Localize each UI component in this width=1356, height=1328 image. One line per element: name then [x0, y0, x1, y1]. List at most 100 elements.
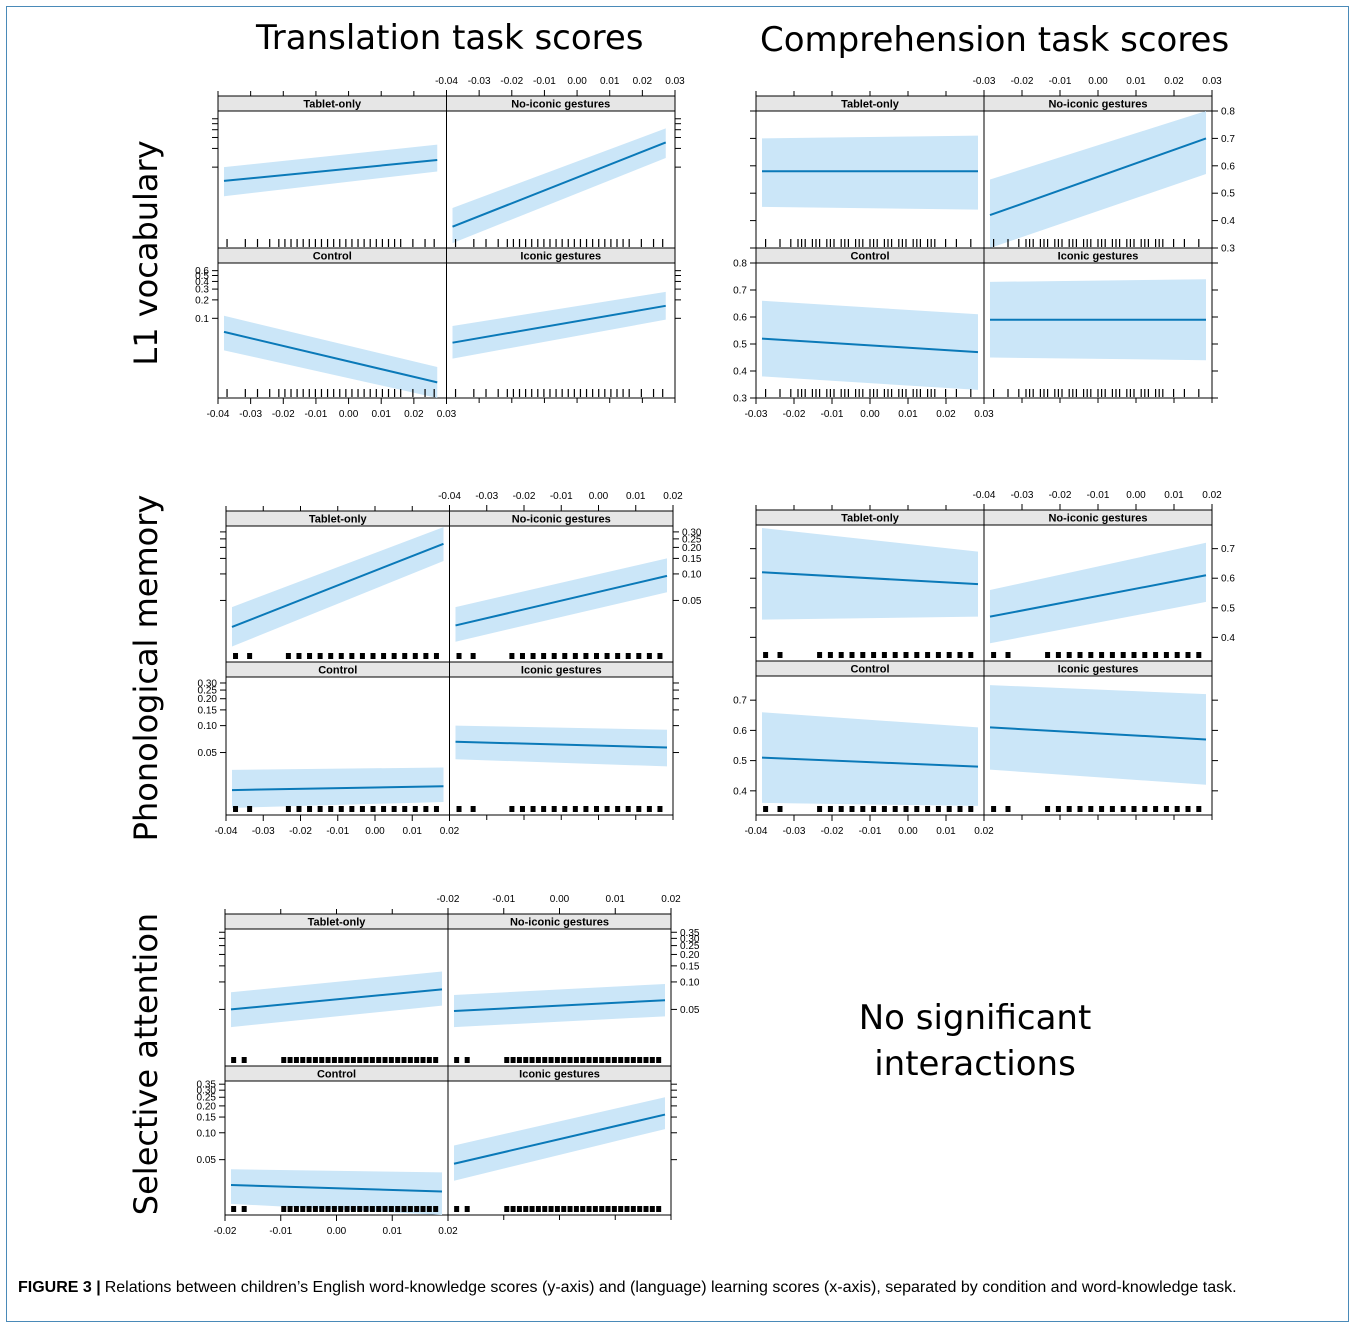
- x-tick-label: 0.01: [936, 826, 956, 837]
- x-tick-label-top: -0.01: [492, 894, 515, 905]
- fit-line: [761, 571, 979, 586]
- strip-label: Iconic gestures: [520, 251, 601, 263]
- y-tick-label-right: 0.7: [1221, 544, 1235, 555]
- x-tick-label-top: 0.01: [1126, 76, 1146, 87]
- x-tick-label-top: 0.00: [550, 894, 570, 905]
- strip-label: Tablet-only: [841, 513, 900, 525]
- y-tick-label: 0.4: [733, 786, 747, 797]
- y-tick-label-right: 0.15: [680, 961, 700, 972]
- panel-control: Control: [217, 247, 447, 399]
- no-significant-interactions-note: No significant interactions: [845, 995, 1105, 1087]
- x-tick-label: 0.02: [404, 409, 424, 420]
- strip-label: No-iconic gestures: [510, 917, 609, 929]
- x-tick-label-top: 0.00: [1126, 490, 1146, 501]
- x-tick-label-top: -0.03: [468, 76, 491, 87]
- x-tick-label: 0.02: [974, 826, 994, 837]
- x-tick-label: -0.04: [207, 409, 230, 420]
- strip-label: No-iconic gestures: [512, 514, 611, 526]
- x-tick-label-top: -0.02: [1049, 490, 1072, 501]
- confidence-band: [455, 725, 667, 767]
- y-tick-label: 0.1: [195, 314, 209, 325]
- y-tick-label: 0.35: [197, 1080, 217, 1091]
- strip-label: Tablet-only: [309, 514, 368, 526]
- panel-control: Control: [224, 1065, 449, 1216]
- x-tick-label: -0.03: [783, 826, 806, 837]
- panel-tablet-only: Tablet-only: [224, 913, 449, 1067]
- strip-label: Iconic gestures: [521, 665, 602, 677]
- y-tick-label-right: 0.7: [1221, 134, 1235, 145]
- fit-line: [231, 785, 444, 792]
- x-tick-label-top: 0.01: [600, 76, 620, 87]
- x-tick-label: -0.03: [745, 409, 768, 420]
- x-tick-label: 0.00: [898, 826, 918, 837]
- fit-line: [453, 1113, 666, 1165]
- confidence-band: [762, 527, 978, 620]
- x-tick-label-top: -0.02: [437, 894, 460, 905]
- y-tick-label: 0.7: [733, 696, 747, 707]
- x-tick-label: 0.01: [898, 409, 918, 420]
- x-tick-label: 0.00: [860, 409, 880, 420]
- y-tick-label: 0.15: [197, 1113, 217, 1124]
- panel-iconic-gestures: Iconic gestures: [983, 660, 1213, 816]
- chart-4: Tablet-only No-iconic gestures Control Icon…: [197, 894, 700, 1237]
- x-tick-label: -0.03: [239, 409, 262, 420]
- y-tick-label-right: 0.15: [682, 554, 702, 565]
- confidence-band: [232, 527, 444, 647]
- strip-label: Iconic gestures: [1058, 251, 1139, 263]
- x-tick-label-top: 0.03: [1202, 76, 1222, 87]
- x-tick-label-top: -0.01: [1087, 490, 1110, 501]
- strip-label: Iconic gestures: [1058, 664, 1139, 676]
- y-tick-label-right: 0.05: [680, 1005, 700, 1016]
- x-tick-label: -0.02: [214, 1226, 237, 1237]
- strip-iconic-gestures: [449, 661, 674, 678]
- y-tick-label: 0.6: [195, 266, 209, 277]
- y-tick-label: 0.05: [198, 748, 218, 759]
- y-tick-label-right: 0.10: [682, 569, 702, 580]
- confidence-band: [990, 542, 1206, 644]
- x-tick-label: 0.00: [339, 409, 359, 420]
- x-tick-label-top: -0.04: [435, 76, 458, 87]
- x-tick-label-top: 0.02: [663, 491, 683, 502]
- x-tick-label-top: -0.01: [533, 76, 556, 87]
- x-tick-label: -0.01: [326, 826, 349, 837]
- panel-tablet-only: Tablet-only: [755, 95, 985, 249]
- x-tick-label: 0.02: [438, 1226, 458, 1237]
- strip-label: Control: [318, 665, 357, 677]
- y-tick-label: 0.6: [733, 313, 747, 324]
- fit-line: [455, 574, 668, 627]
- x-tick-label-top: -0.04: [438, 491, 461, 502]
- x-tick-label: 0.01: [371, 409, 391, 420]
- panel-iconic-gestures: Iconic gestures: [447, 1065, 672, 1216]
- y-tick-label-right: 0.4: [1221, 216, 1235, 227]
- no-sig-line-2: interactions: [874, 1044, 1076, 1084]
- y-tick-label-right: 0.5: [1221, 603, 1235, 614]
- y-tick-label: 0.8: [733, 259, 747, 270]
- panel-tablet-only: Tablet-only: [755, 509, 985, 662]
- x-tick-label-top: 0.00: [567, 76, 587, 87]
- y-tick-label: 0.20: [198, 694, 218, 705]
- x-tick-label: -0.01: [859, 826, 882, 837]
- chart-2: Tablet-only No-iconic gestures Control Icon…: [198, 491, 702, 837]
- strip-no-iconic-gestures: [446, 95, 676, 112]
- panel-control: Control: [225, 661, 450, 816]
- x-tick-label: -0.01: [305, 409, 328, 420]
- strip-label: Control: [313, 251, 352, 263]
- y-tick-label: 0.3: [195, 285, 209, 296]
- fit-line: [989, 574, 1207, 618]
- y-tick-label: 0.10: [198, 721, 218, 732]
- y-tick-label-right: 0.3: [1221, 244, 1235, 255]
- y-tick-label: 0.5: [733, 340, 747, 351]
- column-title-comprehension: Comprehension task scores: [760, 20, 1230, 60]
- fit-line: [455, 740, 668, 749]
- y-tick-label-right: 0.8: [1221, 107, 1235, 118]
- x-tick-label-top: 0.01: [606, 894, 626, 905]
- x-tick-label: -0.04: [745, 826, 768, 837]
- x-tick-label: 0.01: [383, 1226, 403, 1237]
- x-tick-label: -0.02: [272, 409, 295, 420]
- fit-line: [230, 988, 443, 1011]
- y-tick-label: 0.7: [733, 286, 747, 297]
- x-tick-label-top: 0.01: [1164, 490, 1184, 501]
- y-tick-label: 0.3: [733, 394, 747, 405]
- fit-line: [989, 726, 1207, 741]
- y-tick-label: 0.6: [733, 726, 747, 737]
